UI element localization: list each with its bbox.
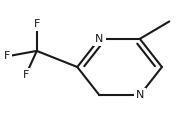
Text: N: N <box>136 90 144 100</box>
Text: F: F <box>4 51 10 61</box>
Text: F: F <box>34 19 40 29</box>
Text: N: N <box>95 34 104 44</box>
Text: F: F <box>23 70 29 80</box>
